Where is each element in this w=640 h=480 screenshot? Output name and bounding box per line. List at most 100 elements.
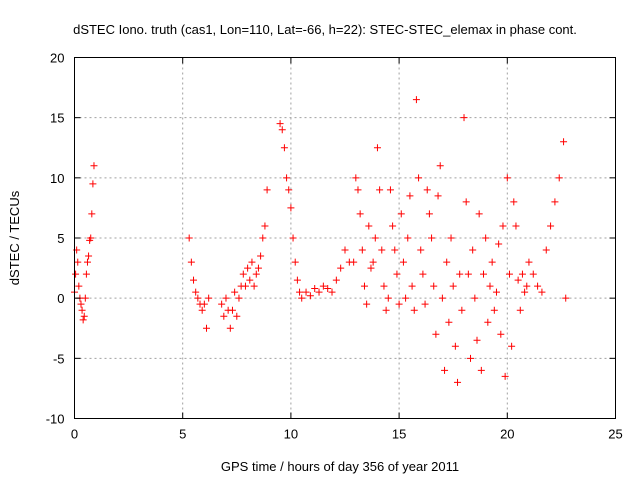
data-point: [289, 234, 297, 242]
data-point: [80, 312, 88, 320]
data-point: [562, 294, 570, 302]
data-point: [257, 252, 265, 260]
data-point: [283, 174, 291, 182]
data-point: [74, 258, 82, 266]
data-point: [75, 282, 83, 290]
data-point: [454, 378, 462, 386]
data-point: [198, 306, 206, 314]
data-point: [88, 210, 96, 218]
x-axis-label: GPS time / hours of day 356 of year 2011: [221, 459, 459, 474]
y-tick-label: 5: [57, 231, 64, 246]
data-point: [280, 144, 288, 152]
data-point: [259, 234, 267, 242]
data-point: [319, 282, 327, 290]
data-point: [371, 234, 379, 242]
data-point: [278, 126, 286, 134]
data-point: [417, 246, 425, 254]
data-point: [488, 258, 496, 266]
data-point: [490, 306, 498, 314]
data-point: [508, 342, 516, 350]
data-point: [497, 330, 505, 338]
data-point: [402, 294, 410, 302]
data-point: [471, 294, 479, 302]
data-point: [85, 252, 93, 260]
y-tick-label: -5: [53, 351, 65, 366]
data-point: [380, 282, 388, 290]
data-point: [382, 306, 390, 314]
data-point: [434, 192, 442, 200]
data-point: [306, 292, 314, 300]
y-tick-label: -10: [46, 412, 65, 427]
data-point: [495, 240, 503, 248]
x-tick-label: 20: [500, 427, 514, 442]
data-point: [315, 288, 323, 296]
data-point: [443, 258, 451, 266]
data-point: [406, 192, 414, 200]
data-point: [514, 276, 522, 284]
data-point: [560, 138, 568, 146]
data-point: [302, 288, 310, 296]
y-axis-label: dSTEC / TECUs: [7, 190, 22, 285]
data-point: [72, 270, 80, 278]
data-point: [190, 276, 198, 284]
data-point: [428, 234, 436, 242]
data-point: [192, 288, 200, 296]
data-marks: [71, 96, 570, 386]
data-point: [436, 162, 444, 170]
data-point: [89, 180, 97, 188]
data-point: [445, 318, 453, 326]
data-point: [296, 288, 304, 296]
data-point: [460, 114, 468, 122]
data-point: [451, 342, 459, 350]
data-point: [555, 174, 563, 182]
data-point: [432, 330, 440, 338]
data-point: [518, 270, 526, 278]
data-point: [367, 264, 375, 272]
data-point: [538, 288, 546, 296]
data-point: [261, 222, 269, 230]
x-tick-label: 0: [71, 427, 78, 442]
data-point: [248, 258, 256, 266]
data-point: [415, 174, 423, 182]
data-point: [369, 258, 377, 266]
y-tick-label: 20: [50, 51, 64, 66]
data-point: [547, 222, 555, 230]
data-point: [479, 270, 487, 278]
x-tick-labels: 0 5 10 15 20 25: [71, 427, 623, 442]
data-point: [194, 294, 202, 302]
data-point: [523, 282, 531, 290]
data-point: [482, 234, 490, 242]
data-point: [447, 234, 455, 242]
data-point: [352, 174, 360, 182]
data-point: [458, 306, 466, 314]
data-point: [324, 285, 332, 293]
y-tick-label: 0: [57, 291, 64, 306]
data-point: [397, 210, 405, 218]
chart-title: dSTEC Iono. truth (cas1, Lon=110, Lat=-6…: [73, 22, 577, 37]
x-tick-label: 25: [608, 427, 622, 442]
data-point: [187, 258, 195, 266]
data-point: [499, 222, 507, 230]
data-point: [486, 282, 494, 290]
data-point: [412, 96, 420, 104]
data-point: [239, 270, 247, 278]
data-point: [473, 336, 481, 344]
data-point: [358, 246, 366, 254]
data-point: [430, 282, 438, 290]
data-point: [354, 186, 362, 194]
data-point: [365, 222, 373, 230]
data-point: [395, 300, 403, 308]
data-point: [510, 198, 518, 206]
data-point: [421, 300, 429, 308]
data-point: [551, 198, 559, 206]
x-tick-label: 10: [284, 427, 298, 442]
data-point: [200, 300, 208, 308]
data-point: [376, 186, 384, 194]
data-point: [492, 288, 500, 296]
data-point: [425, 210, 433, 218]
data-point: [501, 372, 509, 380]
data-point: [525, 258, 533, 266]
data-point: [373, 144, 381, 152]
data-point: [328, 288, 336, 296]
data-point: [218, 300, 226, 308]
